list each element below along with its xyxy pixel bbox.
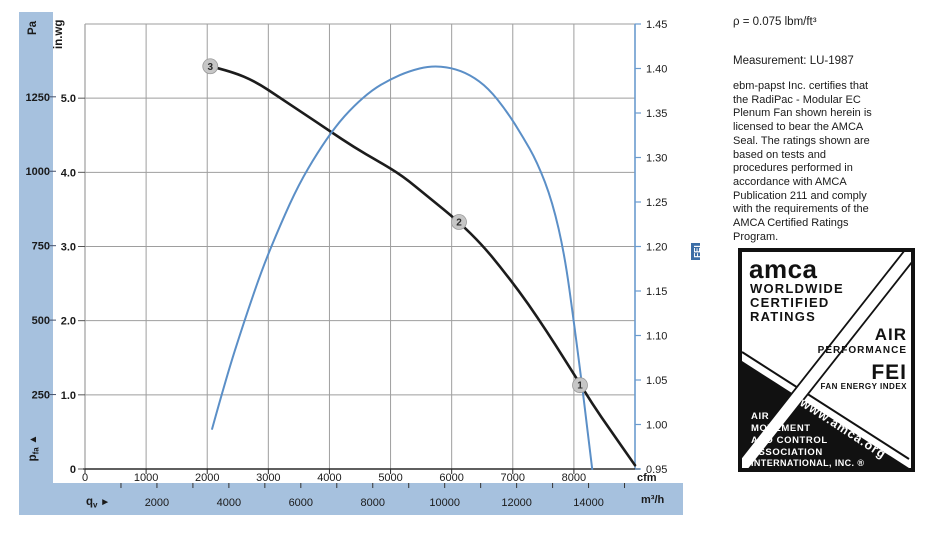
amca-black-triangle <box>742 361 909 468</box>
m3h-tick-label: 10000 <box>429 497 460 509</box>
inwg-tick-label: 2.0 <box>61 316 76 328</box>
static-pressure-axis-symbol: pfa ▲ <box>27 435 41 462</box>
cfm-tick-label: 4000 <box>317 472 341 484</box>
fei-tick-label: 1.30 <box>646 153 667 165</box>
amca-ratings-text: RATINGS <box>750 309 816 324</box>
amca-performance-text: PERFORMANCE <box>818 345 907 356</box>
air-density-label: ρ = 0.075 lbm/ft³ <box>733 16 817 28</box>
amca-association-line-3: AND CONTROL <box>751 435 828 446</box>
fei-tick-label: 1.10 <box>646 331 667 343</box>
pa-tick-label: 1250 <box>26 92 50 104</box>
fei-tick-label: 0.95 <box>646 464 667 476</box>
fei-tick-label: 1.45 <box>646 19 667 31</box>
fan-performance-chart-region: 1250 1000 750 500 250 5.0 4.0 3.0 2.0 1.0 0 Pa in.wg… <box>19 12 705 515</box>
amca-air-text: AIR <box>875 325 907 344</box>
amca-association-line-2: MOVEMENT <box>751 423 811 434</box>
inwg-unit-label: in.wg <box>53 20 65 49</box>
amca-certified-ratings-seal: amca WORLDWIDE CERTIFIED RATINGS AIR PER… <box>738 248 915 472</box>
amca-association-line-1: AIR <box>751 411 769 422</box>
operating-point-label: 2 <box>456 218 462 229</box>
amca-fei-text: FEI <box>871 361 907 384</box>
m3h-tick-label: 4000 <box>217 497 241 509</box>
amca-seal-border <box>738 248 915 472</box>
amca-worldwide-text: WORLDWIDE <box>750 281 844 296</box>
fei-tick-label: 1.25 <box>646 197 667 209</box>
amca-seal-graphics <box>740 250 913 470</box>
amca-fan-energy-index-text: FAN ENERGY INDEX <box>820 382 907 391</box>
m3h-tick-label: 6000 <box>289 497 313 509</box>
inwg-tick-label: 4.0 <box>61 167 76 179</box>
cfm-tick-label: 8000 <box>562 472 586 484</box>
flow-axis-symbol: qv ► <box>86 496 110 510</box>
amca-association-line-5: INTERNATIONAL, INC. ® <box>751 458 864 468</box>
inwg-tick-label: 0 <box>70 464 76 476</box>
cfm-tick-label: 3000 <box>256 472 280 484</box>
inwg-tick-label: 3.0 <box>61 242 76 254</box>
left-axis-band <box>19 12 53 515</box>
pa-unit-label: Pa <box>27 20 39 35</box>
inwg-tick-label: 1.0 <box>61 390 76 402</box>
m3h-tick-label: 2000 <box>145 497 169 509</box>
cfm-tick-label: 7000 <box>501 472 525 484</box>
fei-tick-label: 1.15 <box>646 286 667 298</box>
operating-point-label: 3 <box>207 62 213 73</box>
cfm-unit-label: cfm <box>637 472 657 484</box>
operating-point-marker <box>202 58 219 75</box>
cfm-tick-label: 0 <box>82 472 88 484</box>
cfm-tick-label: 2000 <box>195 472 219 484</box>
pa-tick-label: 750 <box>32 241 50 253</box>
cfm-tick-label: 6000 <box>439 472 463 484</box>
amca-association-line-4: ASSOCIATION <box>751 447 823 458</box>
pa-tick-label: 500 <box>32 315 50 327</box>
m3h-tick-label: 8000 <box>361 497 385 509</box>
amca-certified-text: CERTIFIED <box>750 295 829 310</box>
pa-tick-label: 1000 <box>26 166 50 178</box>
cfm-tick-label: 5000 <box>378 472 402 484</box>
cfm-tick-label: 1000 <box>134 472 158 484</box>
fei-curve <box>211 65 594 470</box>
certification-statement: ebm-papst Inc. certifies that the RadiPa… <box>733 80 872 243</box>
amca-diagonal-band <box>740 250 913 470</box>
pa-tick-label: 250 <box>32 390 50 402</box>
m3h-tick-label: 12000 <box>501 497 532 509</box>
m3h-unit-label: m³/h <box>641 494 665 506</box>
operating-point-label: 1 <box>577 381 583 392</box>
fei-tick-label: 1.05 <box>646 375 667 387</box>
bottom-axis-band <box>19 483 683 515</box>
fei-tick-label: 1.00 <box>646 420 667 432</box>
amca-brand-text: amca <box>749 254 818 284</box>
inwg-tick-label: 5.0 <box>61 93 76 105</box>
fei-tick-label: 1.35 <box>646 108 667 120</box>
fei-tick-label: 1.20 <box>646 242 667 254</box>
m3h-tick-label: 14000 <box>573 497 604 509</box>
fei-tick-label: 1.40 <box>646 64 667 76</box>
fei-axis-unit-label: FEI <box>693 245 700 257</box>
operating-point-marker <box>451 214 467 230</box>
fan-pressure-curve <box>209 65 637 467</box>
measurement-label: Measurement: LU-1987 <box>733 55 854 67</box>
operating-point-marker <box>572 377 588 394</box>
